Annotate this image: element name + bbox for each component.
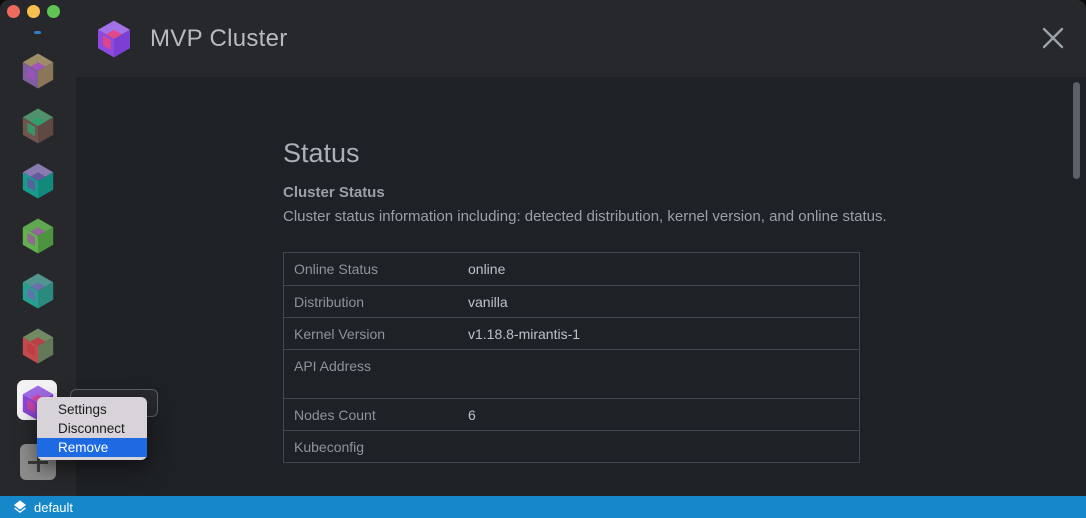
row-value (468, 431, 859, 439)
zoom-window-button[interactable] (47, 5, 60, 18)
table-row: API Address (284, 349, 859, 398)
row-value: 6 (468, 407, 476, 423)
status-bar: default (0, 496, 1086, 518)
row-label: Online Status (294, 261, 379, 277)
sidebar-cluster-icon[interactable] (19, 52, 57, 90)
sidebar-cluster-icon[interactable] (19, 327, 57, 365)
row-label: Kernel Version (294, 326, 386, 342)
table-row: Nodes Count 6 (284, 398, 859, 430)
close-window-button[interactable] (7, 5, 20, 18)
row-value: v1.18.8-mirantis-1 (468, 326, 581, 342)
status-heading: Status (283, 138, 360, 168)
scrollbar-thumb[interactable] (1073, 82, 1080, 179)
menu-item-remove[interactable]: Remove (37, 438, 147, 457)
content-panel (76, 77, 1086, 496)
page-title: MVP Cluster (150, 25, 288, 52)
cluster-status-description: Cluster status information including: de… (283, 208, 887, 225)
row-value: online (468, 261, 506, 277)
table-row: Online Status online (284, 253, 859, 285)
namespace-selector[interactable]: default (0, 496, 132, 518)
cluster-cube-icon (94, 19, 134, 59)
layers-icon (12, 499, 28, 515)
row-label: Kubeconfig (294, 439, 365, 455)
table-row: Distribution vanilla (284, 285, 859, 317)
cluster-status-section-title: Cluster Status (283, 184, 385, 201)
sidebar-cluster-icon[interactable] (19, 107, 57, 145)
namespace-label: default (34, 499, 74, 515)
row-value: vanilla (468, 294, 508, 310)
row-value (468, 350, 859, 358)
row-label: Nodes Count (294, 407, 376, 423)
cluster-status-table: Online Status online Distribution vanill… (283, 252, 860, 463)
traffic-lights (7, 5, 60, 18)
row-label: API Address (294, 358, 372, 374)
blue-dash-indicator (34, 31, 41, 34)
cluster-context-menu: Settings Disconnect Remove (37, 397, 147, 460)
menu-item-disconnect[interactable]: Disconnect (58, 421, 125, 436)
plus-icon (36, 452, 40, 472)
sidebar-cluster-icon[interactable] (19, 272, 57, 310)
close-icon[interactable] (1037, 22, 1069, 54)
minimize-window-button[interactable] (27, 5, 40, 18)
table-row: Kubeconfig (284, 430, 859, 462)
row-label: Distribution (294, 294, 365, 310)
menu-item-settings[interactable]: Settings (58, 402, 107, 417)
table-row: Kernel Version v1.18.8-mirantis-1 (284, 317, 859, 349)
sidebar-cluster-icon[interactable] (19, 162, 57, 200)
sidebar-cluster-icon[interactable] (19, 217, 57, 255)
